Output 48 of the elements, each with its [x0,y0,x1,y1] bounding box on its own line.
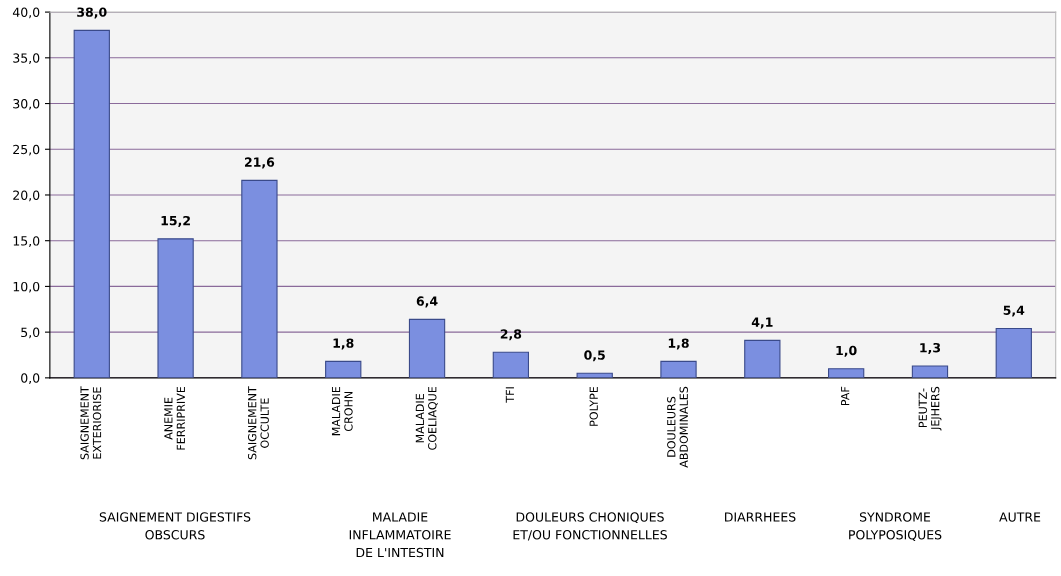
y-tick-label: 40,0 [12,7,40,19]
bar [325,360,362,378]
data-label: 6,4 [416,296,438,308]
bar [660,360,697,378]
x-tick-label: PAF [841,386,850,406]
y-tick-label: 10,0 [13,281,40,293]
data-label: 1,3 [920,342,941,355]
data-label: 1,8 [668,338,689,350]
y-tick-label: 35,0 [13,53,40,65]
data-label: 15,2 [161,215,190,227]
data-label: 5,4 [1003,305,1025,317]
data-label: 1,0 [836,345,857,357]
bar [73,29,110,378]
y-tick-label: 5,0 [21,327,40,339]
text: SAIGNEMENT DIGESTIFS OBSCURS [99,512,251,540]
text: MALADIE INFLAMMATOIRE DE L'INTESTIN [349,512,451,558]
bar [157,238,194,378]
y-tick-label: 25,0 [13,144,40,156]
text: AUTRE [999,512,1041,522]
y-tick-label: 20,0 [13,190,40,202]
data-label: 38,0 [77,7,107,19]
text: DOULEURS CHONIQUES ET/OU FONCTIONNELLES [513,512,667,541]
data-label: 21,6 [244,157,275,169]
x-tick-label: DOULEURS ABDOMINALES [667,386,688,468]
x-tick-label: POLYPE [589,386,598,426]
data-label: 2,8 [500,329,522,341]
bar [911,365,949,378]
data-label: 0,5 [584,350,605,362]
bar [408,318,446,378]
text: DIARRHEES [725,512,796,522]
data-label: 1,8 [333,338,354,350]
text: SYNDROME POLYPOSIQUES [849,512,942,541]
bar [995,327,1032,378]
x-tick-label: ANEMIE FERRIPRIVE [164,386,185,450]
x-tick-label: MALADIE COELIAQUE [415,386,438,450]
bar [744,339,781,378]
data-label: 4,1 [751,317,773,329]
x-tick-label: SAIGNEMENT OCCULTE [248,386,269,460]
x-tick-label: TFI [505,387,514,403]
y-tick-label: 0,0 [21,373,40,385]
x-tick-label: SAIGNEMENT EXTERIORISE [80,386,102,460]
bar [827,368,865,378]
bar [241,179,278,378]
y-tick-label: 15,0 [13,236,40,247]
y-tick-label: 30,0 [13,99,40,110]
x-tick-label: MALADIE CROHN [331,386,353,436]
x-tick-label: PEUTZ- JEJHERS [918,386,942,431]
bar [492,351,530,378]
